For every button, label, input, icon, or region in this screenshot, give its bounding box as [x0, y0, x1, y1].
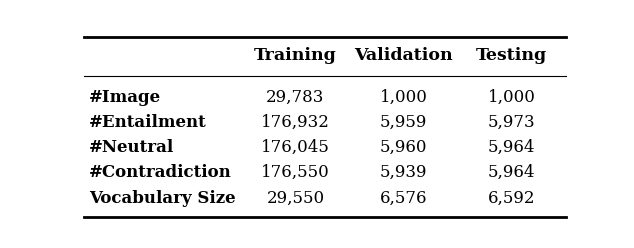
Text: 5,939: 5,939 [380, 163, 427, 181]
Text: 1,000: 1,000 [488, 89, 536, 106]
Text: Validation: Validation [354, 47, 453, 64]
Text: 176,932: 176,932 [261, 114, 330, 131]
Text: Vocabulary Size: Vocabulary Size [89, 190, 236, 207]
Text: #Contradiction: #Contradiction [89, 163, 232, 181]
Text: 5,973: 5,973 [488, 114, 536, 131]
Text: Training: Training [254, 47, 337, 64]
Text: 29,783: 29,783 [266, 89, 325, 106]
Text: Testing: Testing [476, 47, 547, 64]
Text: #Image: #Image [89, 89, 161, 106]
Text: 6,576: 6,576 [380, 190, 427, 207]
Text: 5,960: 5,960 [380, 139, 427, 156]
Text: 1,000: 1,000 [380, 89, 427, 106]
Text: 5,959: 5,959 [380, 114, 427, 131]
Text: 176,045: 176,045 [261, 139, 330, 156]
Text: 29,550: 29,550 [266, 190, 325, 207]
Text: 5,964: 5,964 [488, 139, 535, 156]
Text: #Neutral: #Neutral [89, 139, 174, 156]
Text: 5,964: 5,964 [488, 163, 535, 181]
Text: #Entailment: #Entailment [89, 114, 207, 131]
Text: 176,550: 176,550 [261, 163, 330, 181]
Text: 6,592: 6,592 [488, 190, 535, 207]
